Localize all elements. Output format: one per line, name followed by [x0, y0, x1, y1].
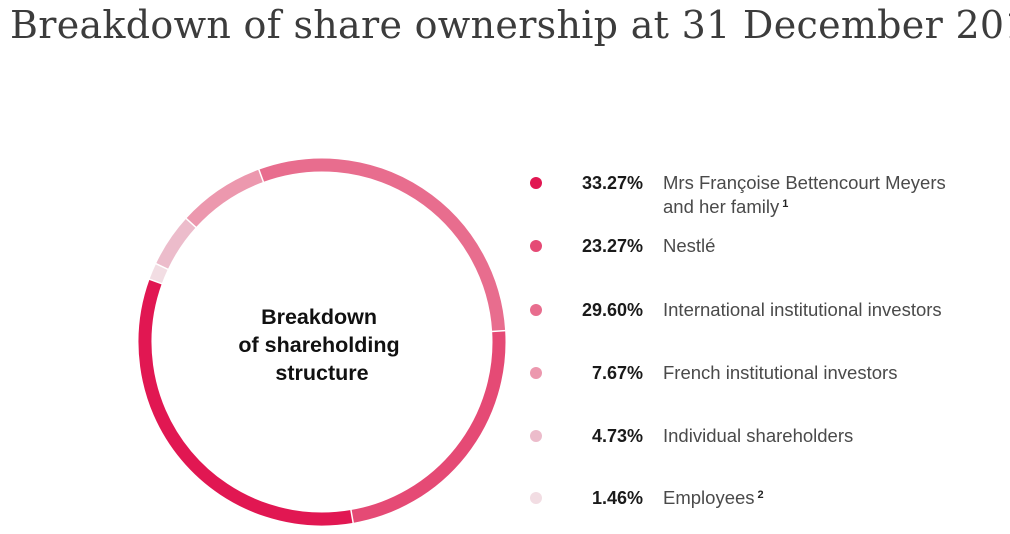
legend-label-text: French institutional investors: [663, 362, 898, 383]
legend-label-text: Mrs Françoise Bettencourt Meyers and her…: [663, 172, 946, 217]
center-label-line: of shareholding: [238, 333, 399, 357]
legend-dot: [530, 240, 542, 252]
legend-label: Mrs Françoise Bettencourt Meyers and her…: [663, 171, 963, 219]
footnote-marker: 1: [782, 198, 789, 210]
donut-slice: [258, 158, 506, 332]
slice-separator: [143, 276, 169, 287]
legend-dot: [530, 492, 542, 504]
slice-separator: [485, 329, 512, 333]
legend-label: Nestlé: [663, 234, 963, 258]
donut-slice: [149, 263, 168, 284]
legend-value: 4.73%: [591, 426, 643, 446]
page-title: Breakdown of share ownership at 31 Decem…: [10, 3, 1010, 47]
center-label: Breakdown of shareholding structure: [238, 305, 405, 385]
legend-value: 1.46%: [591, 488, 643, 508]
legend-label-text: International institutional investors: [663, 299, 942, 320]
legend-dot: [530, 177, 542, 189]
legend-label-text: Individual shareholders: [663, 425, 854, 446]
slice-separator: [180, 213, 202, 233]
donut-slice: [186, 169, 264, 228]
slice-separator: [255, 163, 267, 189]
legend-label: International institutional investors: [663, 298, 963, 322]
legend-label: French institutional investors: [663, 361, 963, 385]
legend-value: 33.27%: [581, 173, 643, 193]
legend-label: Employees 2: [663, 486, 963, 510]
footnote-marker: 2: [757, 489, 764, 501]
center-label-line: Breakdown: [261, 305, 377, 329]
donut-slice: [138, 279, 354, 526]
donut-slices: [138, 158, 512, 530]
legend-dot: [530, 304, 542, 316]
legend-dot: [530, 430, 542, 442]
slice-separator: [349, 503, 355, 530]
center-label-line: structure: [275, 361, 368, 385]
legend-value: 29.60%: [581, 300, 643, 320]
legend-label-text: Employees: [663, 487, 755, 508]
slice-separator: [149, 260, 175, 273]
legend-dot: [530, 367, 542, 379]
donut-chart: Breakdown of shareholding structure: [138, 158, 512, 530]
legend-value: 23.27%: [581, 236, 643, 256]
donut-slice: [156, 218, 196, 270]
legend-label-text: Nestlé: [663, 235, 716, 256]
donut-slice: [350, 330, 506, 523]
legend-label: Individual shareholders: [663, 424, 963, 448]
legend-value: 7.67%: [591, 363, 643, 383]
